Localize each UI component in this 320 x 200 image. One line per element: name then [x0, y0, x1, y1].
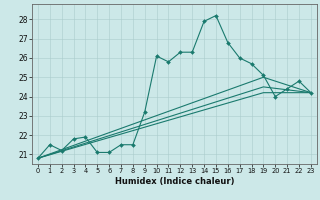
X-axis label: Humidex (Indice chaleur): Humidex (Indice chaleur) — [115, 177, 234, 186]
